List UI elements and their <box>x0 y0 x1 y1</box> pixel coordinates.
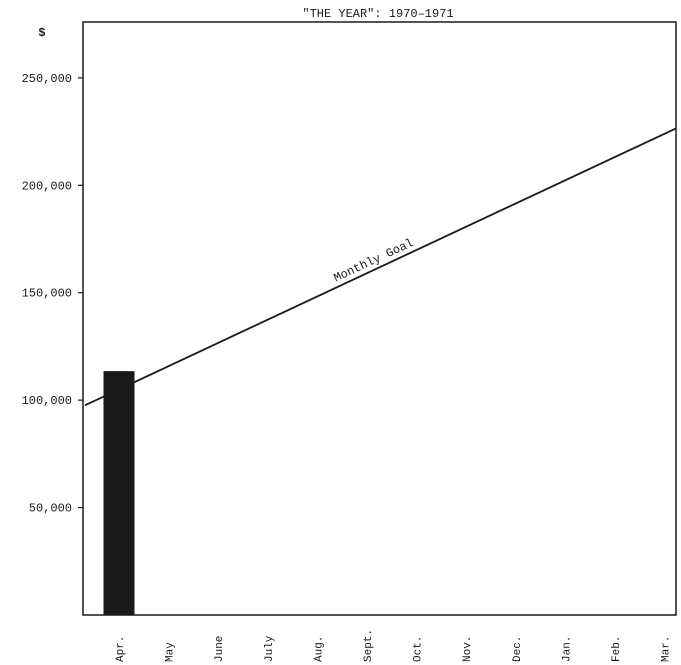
x-tick-label: Sept. <box>363 629 375 662</box>
goal-line-label: Monthly Goal <box>332 236 416 285</box>
x-tick-label: June <box>214 636 226 662</box>
y-axis: 50,000 100,000 150,000 200,000 250,000 <box>22 72 83 516</box>
y-tick-label: 100,000 <box>22 394 72 408</box>
goal-line-series: Monthly Goal <box>84 127 677 407</box>
x-axis: Apr. May June July Aug. Sept. Oct. Nov. Dec. Jan.… <box>115 629 673 662</box>
x-tick-label: May <box>165 642 177 662</box>
chart-title: "THE YEAR": 1970–1971 <box>302 7 453 21</box>
x-tick-label: Aug. <box>313 636 325 662</box>
x-tick-label: Apr. <box>115 636 127 662</box>
y-tick-label: 50,000 <box>29 502 72 516</box>
bar-series <box>103 371 135 615</box>
y-axis-label: $ <box>38 26 45 40</box>
plot-area <box>82 21 677 616</box>
x-tick-label: Nov. <box>462 636 474 662</box>
x-tick-label: July <box>264 635 276 662</box>
bar <box>103 371 135 615</box>
y-tick-label: 250,000 <box>22 72 72 86</box>
x-tick-label: Dec. <box>512 636 524 662</box>
goal-line <box>84 127 677 407</box>
x-tick-label: Jan. <box>561 636 573 662</box>
x-tick-label: Feb. <box>611 636 623 662</box>
y-tick-label: 200,000 <box>22 179 72 193</box>
x-tick-label: Oct. <box>413 636 425 662</box>
y-tick-label: 150,000 <box>22 287 72 301</box>
x-tick-label: Mar. <box>661 636 673 662</box>
